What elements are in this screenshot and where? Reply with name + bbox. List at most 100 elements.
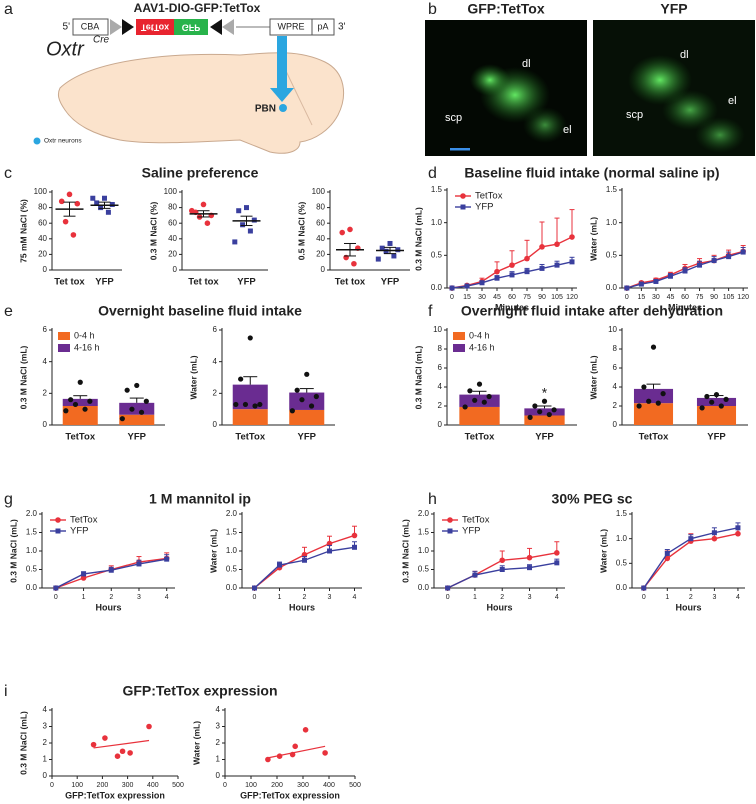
x-tick-label: YFP xyxy=(128,432,147,443)
brain-outline xyxy=(57,52,345,154)
marker xyxy=(527,565,533,571)
x-tick-label: 2 xyxy=(689,594,693,601)
x-tick-label: 3 xyxy=(137,594,141,601)
point xyxy=(551,407,557,413)
x-tick-label: YFP xyxy=(298,432,317,443)
y-axis-label: Water (mL) xyxy=(208,529,218,573)
marker xyxy=(445,585,451,591)
marker xyxy=(108,567,114,573)
error-bar xyxy=(537,405,552,409)
point xyxy=(641,384,647,390)
sem-bar xyxy=(98,201,111,209)
x-tick-label: 3 xyxy=(712,594,716,601)
marker xyxy=(509,272,515,278)
x-tick-label: 300 xyxy=(297,782,309,789)
x-tick-label: 4 xyxy=(165,594,169,601)
error-bar xyxy=(472,390,487,395)
error-bar xyxy=(299,388,314,393)
point xyxy=(129,406,135,412)
y-tick-label: 1.5 xyxy=(26,528,38,537)
point xyxy=(650,344,657,350)
construct-title: AAV1-DIO-GFP:TetTox xyxy=(134,1,261,15)
x-tick-label: Tet tox xyxy=(54,277,85,288)
marker xyxy=(460,204,466,210)
y-tick-label: 2 xyxy=(216,738,221,747)
y-tick-label: 6 xyxy=(613,363,618,372)
panel-label: a xyxy=(4,1,13,18)
y-tick-label: 2 xyxy=(613,401,618,410)
y-tick-label: 6 xyxy=(213,325,218,334)
point xyxy=(146,723,152,730)
legend-label: 4-16 h xyxy=(74,342,100,352)
y-tick-label: 4 xyxy=(43,357,48,366)
y-axis-label: 0.3 M NaCl (%) xyxy=(148,202,158,261)
chart-title: Overnight baseline fluid intake xyxy=(98,303,302,319)
marker xyxy=(554,550,560,556)
y-tick-label: 2 xyxy=(43,388,48,397)
y-tick-label: 1.0 xyxy=(616,534,628,543)
point xyxy=(82,406,88,412)
three-prime: 3' xyxy=(338,22,346,33)
marker xyxy=(447,528,453,534)
y-tick-label: 1.0 xyxy=(418,546,430,555)
marker xyxy=(569,234,575,240)
legend-label: TetTox xyxy=(475,191,503,202)
x-tick-label: 4 xyxy=(555,594,559,601)
y-tick-label: 0 xyxy=(213,420,218,429)
marker xyxy=(711,530,717,536)
legend-label: TetTox xyxy=(462,515,490,526)
image-label: scp xyxy=(445,112,462,124)
marker xyxy=(387,240,393,246)
image-label: el xyxy=(563,124,572,136)
y-tick-label: 0 xyxy=(43,265,48,274)
marker xyxy=(302,557,307,563)
legend-text: Oxtr neurons xyxy=(44,138,82,145)
bar-segment xyxy=(633,403,674,425)
marker xyxy=(277,562,282,568)
marker xyxy=(569,259,575,265)
point xyxy=(87,398,93,404)
y-tick-label: 80 xyxy=(168,203,177,212)
x-tick-label: 4 xyxy=(736,594,740,601)
x-tick-label: 3 xyxy=(528,594,532,601)
marker xyxy=(539,244,545,250)
y-tick-label: 0 xyxy=(43,771,48,780)
x-tick-label: 30 xyxy=(652,294,660,301)
x-tick-label: 30 xyxy=(478,294,486,301)
y-tick-label: 100 xyxy=(312,187,326,196)
gfp-box xyxy=(174,19,208,35)
point xyxy=(655,400,661,406)
marker xyxy=(479,280,485,286)
marker xyxy=(494,268,500,275)
images: GFP:TetTox YFP dl scp el dl el scp xyxy=(425,1,755,156)
y-tick-label: 6 xyxy=(43,325,48,334)
marker xyxy=(735,530,741,537)
marker xyxy=(375,256,381,262)
x-tick-label: 0 xyxy=(253,594,257,601)
marker xyxy=(204,220,211,226)
y-tick-label: 40 xyxy=(38,234,47,243)
marker xyxy=(688,536,694,542)
chart-title: GFP:TetTox expression xyxy=(122,683,277,699)
legend-label: 0-4 h xyxy=(469,330,490,340)
sem-bar xyxy=(384,246,396,255)
bar-segment xyxy=(232,409,268,425)
chart-title: Saline preference xyxy=(142,165,259,181)
point xyxy=(476,381,483,387)
x-tick-label: 400 xyxy=(323,782,335,789)
marker xyxy=(499,567,505,572)
x-tick-label: 15 xyxy=(463,294,471,301)
pbn-dot xyxy=(279,104,287,112)
point xyxy=(114,753,121,759)
marker xyxy=(247,228,253,234)
bar-segment xyxy=(524,415,565,425)
bar-segment xyxy=(62,398,98,406)
x-tick-label: 0 xyxy=(54,594,58,601)
y-axis-label: Water (mL) xyxy=(598,529,608,573)
y-tick-label: 20 xyxy=(38,250,47,259)
sem-bar xyxy=(197,210,210,218)
panel-label: f xyxy=(428,303,433,320)
marker xyxy=(464,283,470,289)
marker xyxy=(494,275,500,281)
marker xyxy=(53,585,59,591)
